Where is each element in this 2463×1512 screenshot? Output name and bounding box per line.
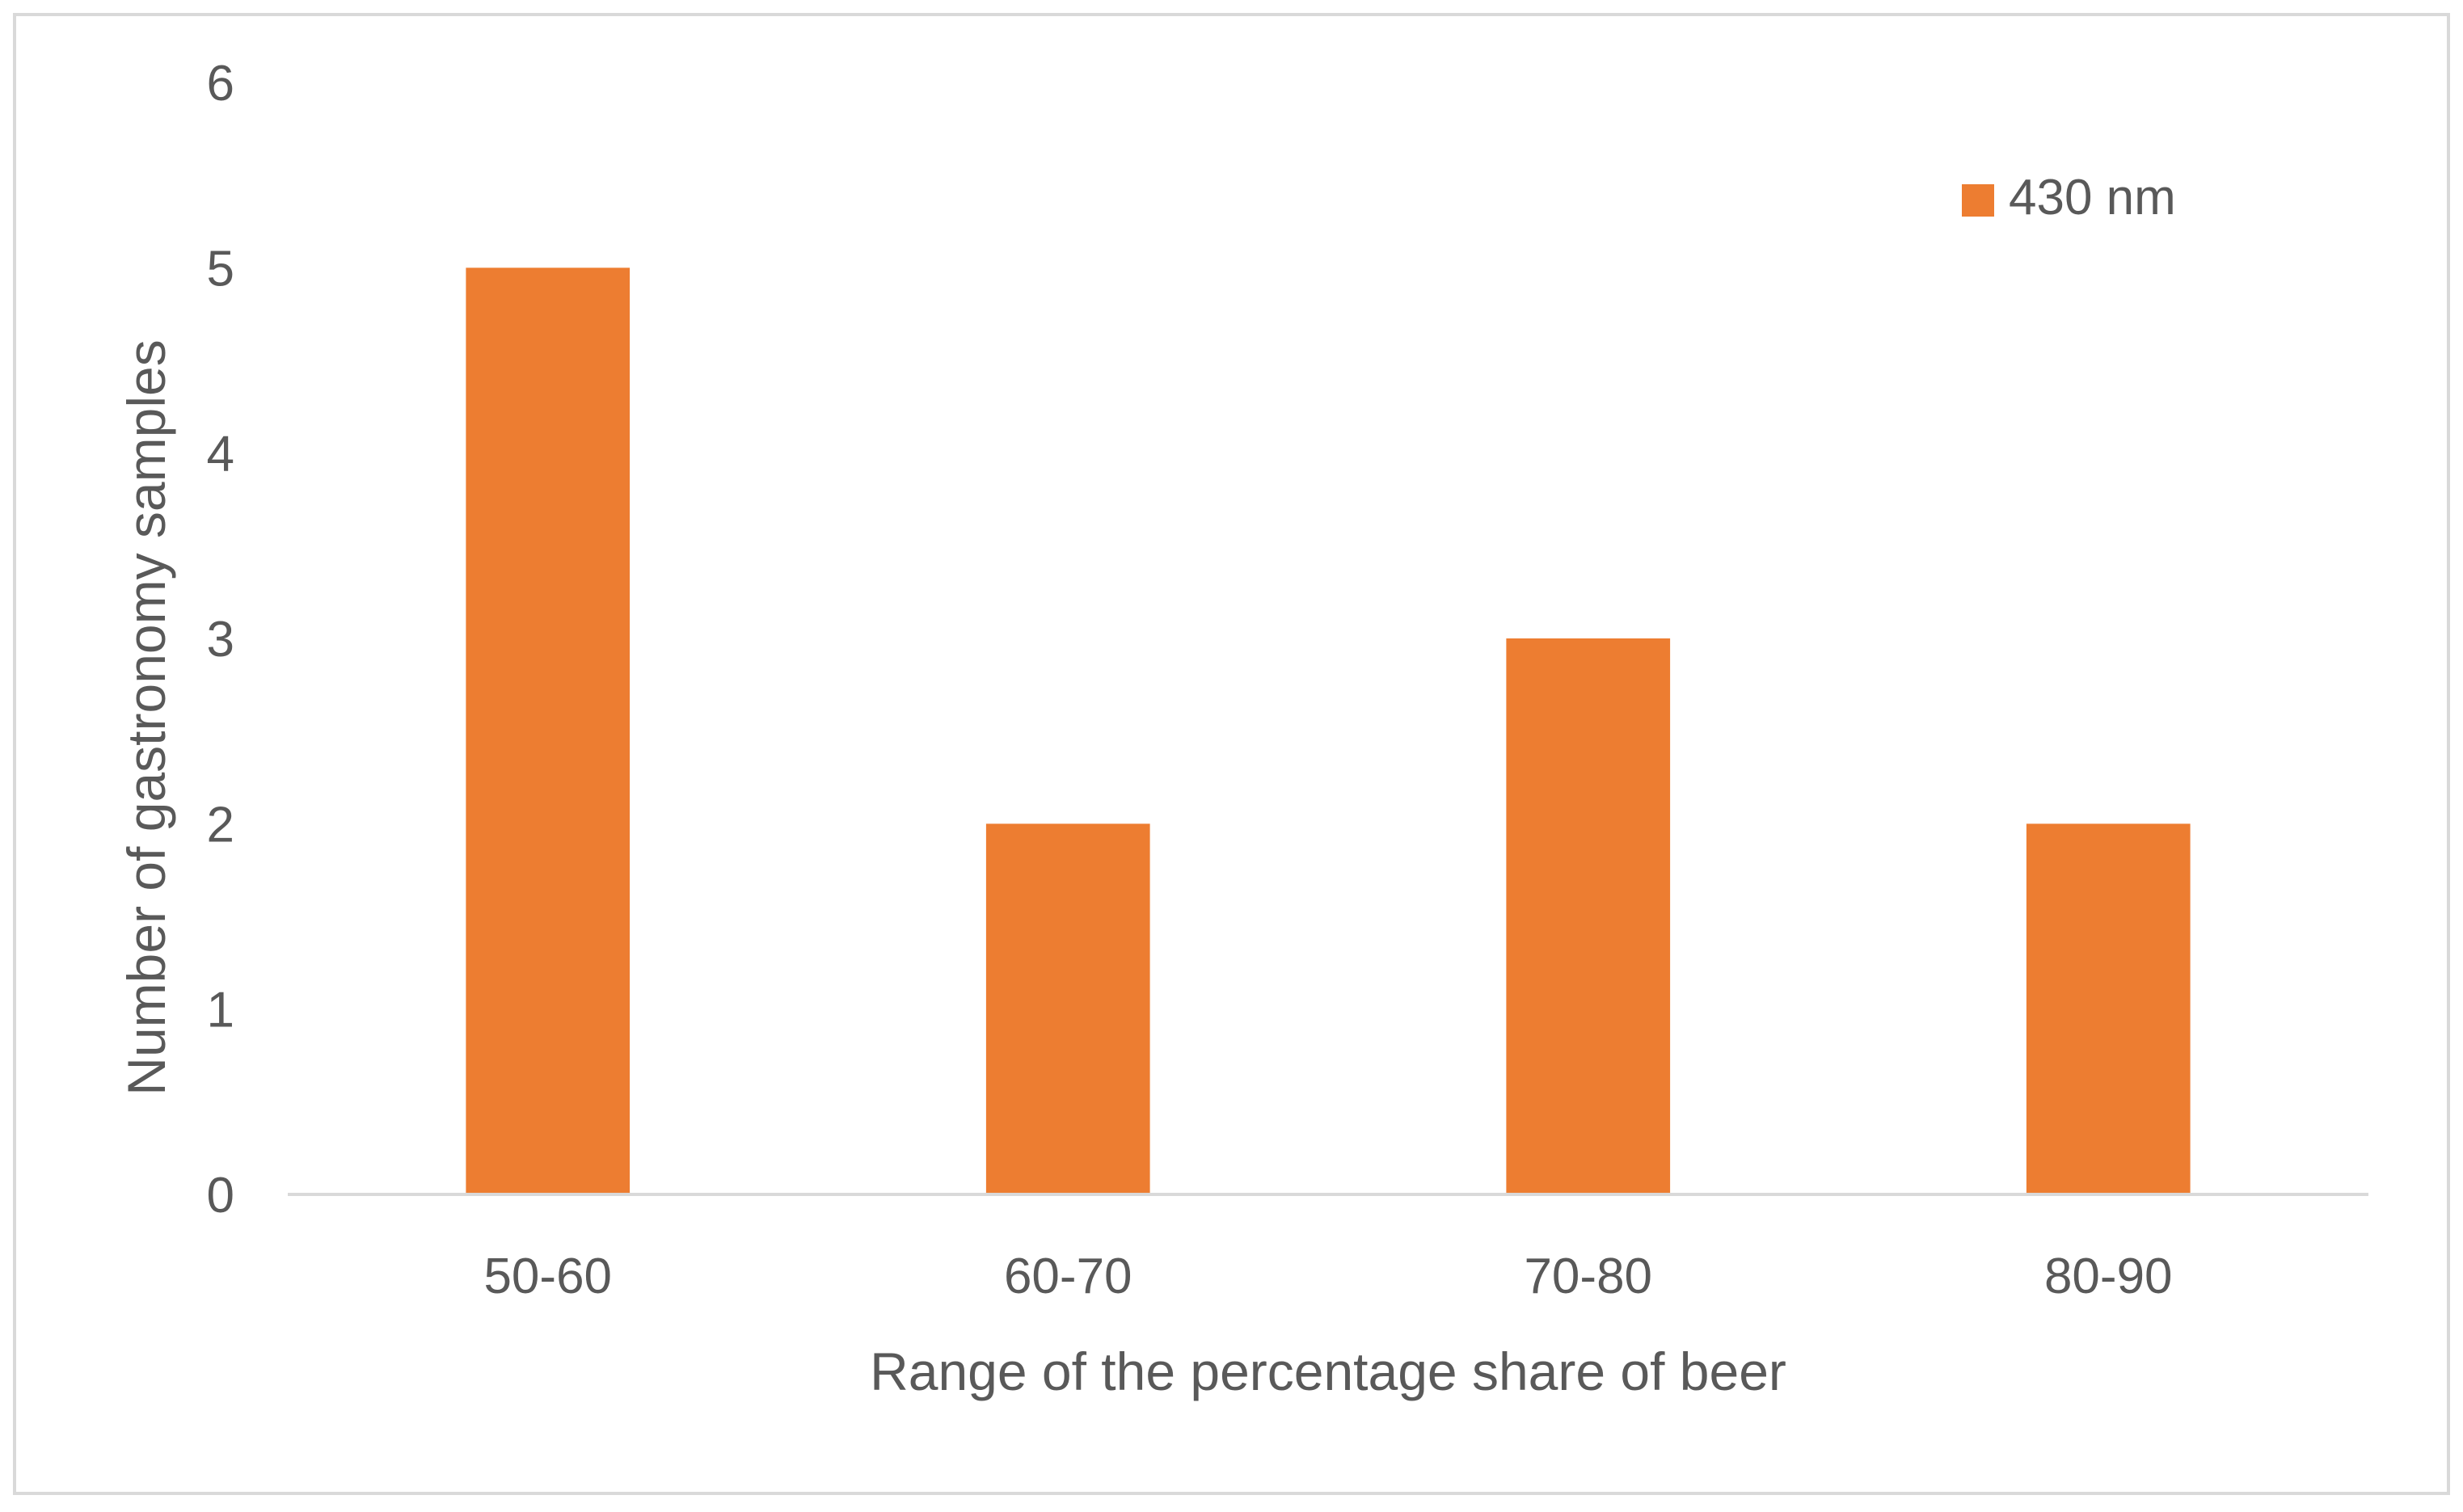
y-tick-label: 6 — [207, 56, 234, 112]
y-tick-label: 1 — [207, 983, 234, 1038]
bar — [1506, 638, 1671, 1194]
x-tick-label: 60-70 — [1004, 1249, 1132, 1304]
y-tick-label: 5 — [207, 241, 234, 297]
chart-border — [13, 13, 2450, 1495]
bar — [466, 267, 631, 1194]
y-tick-label: 3 — [207, 612, 234, 668]
x-tick-label: 70-80 — [1524, 1249, 1652, 1304]
y-tick-label: 2 — [207, 797, 234, 853]
y-tick-label: 4 — [207, 427, 234, 482]
bar-series — [466, 267, 2191, 1194]
legend: 430 nm — [1962, 170, 2176, 225]
legend-swatch — [1962, 184, 1994, 217]
x-tick-label: 80-90 — [2044, 1249, 2173, 1304]
x-tick-label: 50-60 — [483, 1249, 612, 1304]
bar — [985, 823, 1150, 1194]
legend-label: 430 nm — [2009, 170, 2176, 225]
y-axis-tick-labels: 0 1 2 3 4 5 6 — [207, 56, 234, 1223]
x-axis-label: Range of the percentage share of beer — [870, 1341, 1786, 1401]
x-axis-tick-labels: 50-60 60-70 70-80 80-90 — [483, 1249, 2172, 1304]
y-axis-label: Number of gastronomy samples — [116, 339, 176, 1095]
y-tick-label: 0 — [207, 1168, 234, 1223]
bar — [2026, 823, 2191, 1194]
